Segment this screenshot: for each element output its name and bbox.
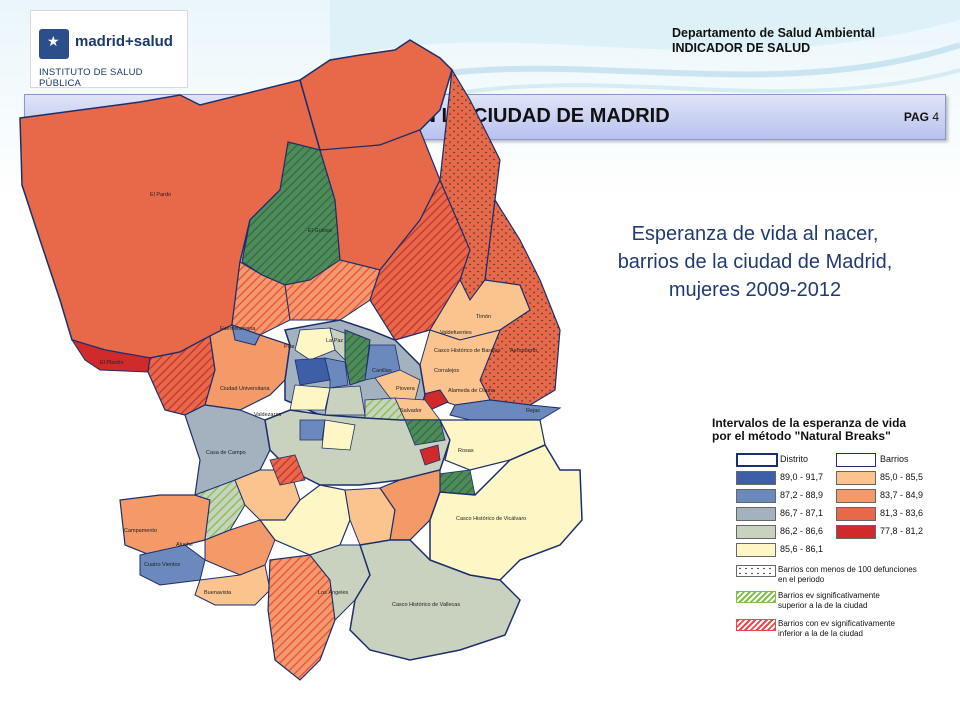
map-legend: Intervalos de la esperanza de vida por e… <box>712 417 952 639</box>
range-swatch <box>736 471 776 485</box>
barrio-casco-vicalvaro <box>429 444 583 581</box>
note-line: inferior a la de la ciudad <box>778 629 863 638</box>
caption-line-3: mujeres 2009-2012 <box>668 279 842 301</box>
legend-label: Distrito <box>780 454 809 464</box>
range-swatch <box>736 525 776 539</box>
legend-label: Barrios <box>880 454 909 464</box>
legend-title-line-2: por el método "Natural Breaks" <box>712 429 891 443</box>
department-name: Departamento de Salud Ambiental <box>672 26 876 40</box>
green-hatch-swatch <box>736 591 776 603</box>
barrio-casco-vallecas <box>349 539 521 661</box>
barrio-canillas <box>374 369 421 401</box>
range-swatch <box>836 507 876 521</box>
distrito-swatch <box>736 453 778 467</box>
legend-label: 89,0 - 91,7 <box>780 472 824 482</box>
barrio-almenara <box>324 357 349 389</box>
dots-swatch <box>736 565 776 577</box>
legend-label: 81,3 - 83,6 <box>880 508 924 518</box>
page-number: PAG 4 <box>904 110 939 124</box>
barrio-moratalaz-green <box>404 419 446 446</box>
department-heading: Departamento de Salud Ambiental INDICADO… <box>672 26 875 56</box>
legend-label: 86,2 - 86,6 <box>780 526 824 536</box>
barrio-buenavista <box>194 564 271 606</box>
range-swatch <box>836 525 876 539</box>
note-text: Barrios con menos de 100 defunciones en … <box>778 565 917 585</box>
header-wave <box>330 0 960 102</box>
legend-title-line-1: Intervalos de la esperanza de vida <box>712 416 907 430</box>
indicator-name: INDICADOR DE SALUD <box>672 41 811 55</box>
range-swatch <box>836 489 876 503</box>
madrid-salud-logo: madrid+salud INSTITUTO DE SALUD PÚBLICA <box>30 10 188 89</box>
legend-label: 86,7 - 87,1 <box>780 508 824 518</box>
note-text: Barrios ev significativamente superior a… <box>778 591 880 611</box>
note-text: Barrios con ev significativamente inferi… <box>778 619 895 639</box>
range-swatch <box>736 507 776 521</box>
legend-label: 87,2 - 88,9 <box>780 490 824 500</box>
barrio-fuencarral-north <box>299 39 453 151</box>
note-line: Barrios con ev significativamente <box>778 619 895 628</box>
range-swatch <box>736 543 776 557</box>
barrio-castilla <box>294 327 336 361</box>
note-line: en el periodo <box>778 575 825 584</box>
barrio-tetuan <box>294 357 331 386</box>
note-line: superior a la de la ciudad <box>778 601 868 610</box>
range-swatch <box>836 471 876 485</box>
barrio-hisp-green <box>344 329 371 386</box>
barrio-centro-red <box>269 454 306 486</box>
page-label: PAG <box>903 110 929 124</box>
note-line: Barrios ev significativamente <box>778 591 880 600</box>
barrio-centro-yellow <box>321 419 356 451</box>
barrio-centro-blue <box>299 419 326 441</box>
barrio-campamento <box>119 494 211 556</box>
map-caption: Esperanza de vida al nacer, barrios de l… <box>590 220 920 304</box>
caption-line-2: barrios de la ciudad de Madrid, <box>617 251 893 273</box>
madrid-badge-icon <box>39 29 69 59</box>
legend-title: Intervalos de la esperanza de vida por e… <box>712 417 952 443</box>
legend-label: 77,8 - 81,2 <box>880 526 924 536</box>
logo-text: madrid+salud <box>75 33 173 50</box>
barrios-swatch <box>836 453 876 467</box>
legend-label: 85,0 - 85,5 <box>880 472 924 482</box>
barrio-aluche <box>204 519 276 576</box>
legend-label: 85,6 - 86,1 <box>780 544 824 554</box>
range-swatch <box>736 489 776 503</box>
note-line: Barrios con menos de 100 defunciones <box>778 565 917 574</box>
barrio-red-east <box>419 444 441 466</box>
logo-subtitle: INSTITUTO DE SALUD PÚBLICA <box>39 67 143 89</box>
caption-line-1: Esperanza de vida al nacer, <box>631 223 879 245</box>
barrio-rejas <box>449 399 562 421</box>
page-number-value: 4 <box>932 110 939 124</box>
barrio-fuentelarreina <box>231 324 261 346</box>
legend-label: 83,7 - 84,9 <box>880 490 924 500</box>
red-hatch-swatch <box>736 619 776 631</box>
barrio-chamberi <box>289 384 331 411</box>
barrio-salamanca <box>324 385 366 416</box>
